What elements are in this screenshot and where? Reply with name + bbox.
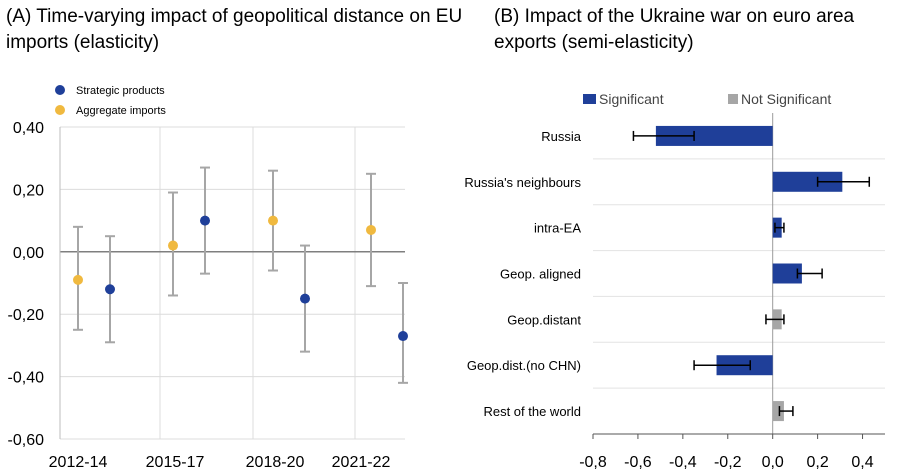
chart-b-title: (B) Impact of the Ukraine war on euro ar… — [494, 6, 855, 53]
x-tick-label-b: 0,0 — [762, 454, 784, 471]
x-tick-label-b: 0,4 — [851, 454, 873, 471]
category-label-b: Geop.dist.(no CHN) — [467, 358, 581, 373]
legend-marker-a — [55, 105, 65, 115]
legend-label-b: Not Significant — [741, 91, 831, 107]
point-strategic-products — [105, 284, 115, 295]
x-tick-label-b: -0,6 — [624, 454, 652, 471]
y-tick-label-a: -0,60 — [8, 432, 45, 449]
x-tick-label-a: 2018-20 — [246, 454, 305, 471]
point-aggregate-imports — [168, 240, 178, 251]
category-label-b: Russia — [541, 129, 582, 144]
legend-label-b: Significant — [599, 91, 664, 107]
point-aggregate-imports — [366, 224, 376, 235]
x-tick-label-b: -0,4 — [669, 454, 697, 471]
x-tick-label-b: -0,8 — [579, 454, 607, 471]
legend-label-a: Strategic products — [76, 85, 165, 97]
x-tick-label-a: 2012-14 — [49, 454, 108, 471]
legend-marker-b — [583, 94, 596, 104]
bar-russia — [655, 125, 773, 146]
bar-russia-s-neighbours — [772, 171, 843, 192]
category-label-b: Geop. aligned — [500, 267, 581, 282]
category-label-b: Russia's neighbours — [464, 175, 581, 190]
y-tick-label-a: -0,40 — [8, 370, 45, 387]
bar-geop-aligned — [772, 263, 802, 284]
y-tick-label-a: 0,40 — [13, 120, 44, 137]
category-label-b: intra-EA — [534, 221, 581, 236]
legend-label-a: Aggregate imports — [76, 105, 166, 117]
point-strategic-products — [300, 293, 310, 304]
point-aggregate-imports — [73, 274, 83, 285]
chart-a-title: (A) Time-varying impact of geopolitical … — [6, 6, 463, 53]
point-strategic-products — [200, 215, 210, 226]
category-label-b: Geop.distant — [507, 312, 581, 327]
y-tick-label-a: -0,20 — [8, 307, 45, 324]
x-tick-label-b: -0,2 — [714, 454, 742, 471]
point-strategic-products — [398, 331, 408, 342]
x-tick-label-b: 0,2 — [806, 454, 828, 471]
x-tick-label-a: 2021-22 — [332, 454, 391, 471]
category-label-b: Rest of the world — [483, 404, 581, 419]
y-tick-label-a: 0,00 — [13, 245, 44, 262]
legend-marker-a — [55, 85, 65, 95]
y-tick-label-a: 0,20 — [13, 182, 44, 199]
x-tick-label-a: 2015-17 — [146, 454, 205, 471]
legend-marker-b — [728, 94, 738, 104]
bar-rest-of-the-world — [772, 401, 784, 422]
point-aggregate-imports — [268, 215, 278, 226]
